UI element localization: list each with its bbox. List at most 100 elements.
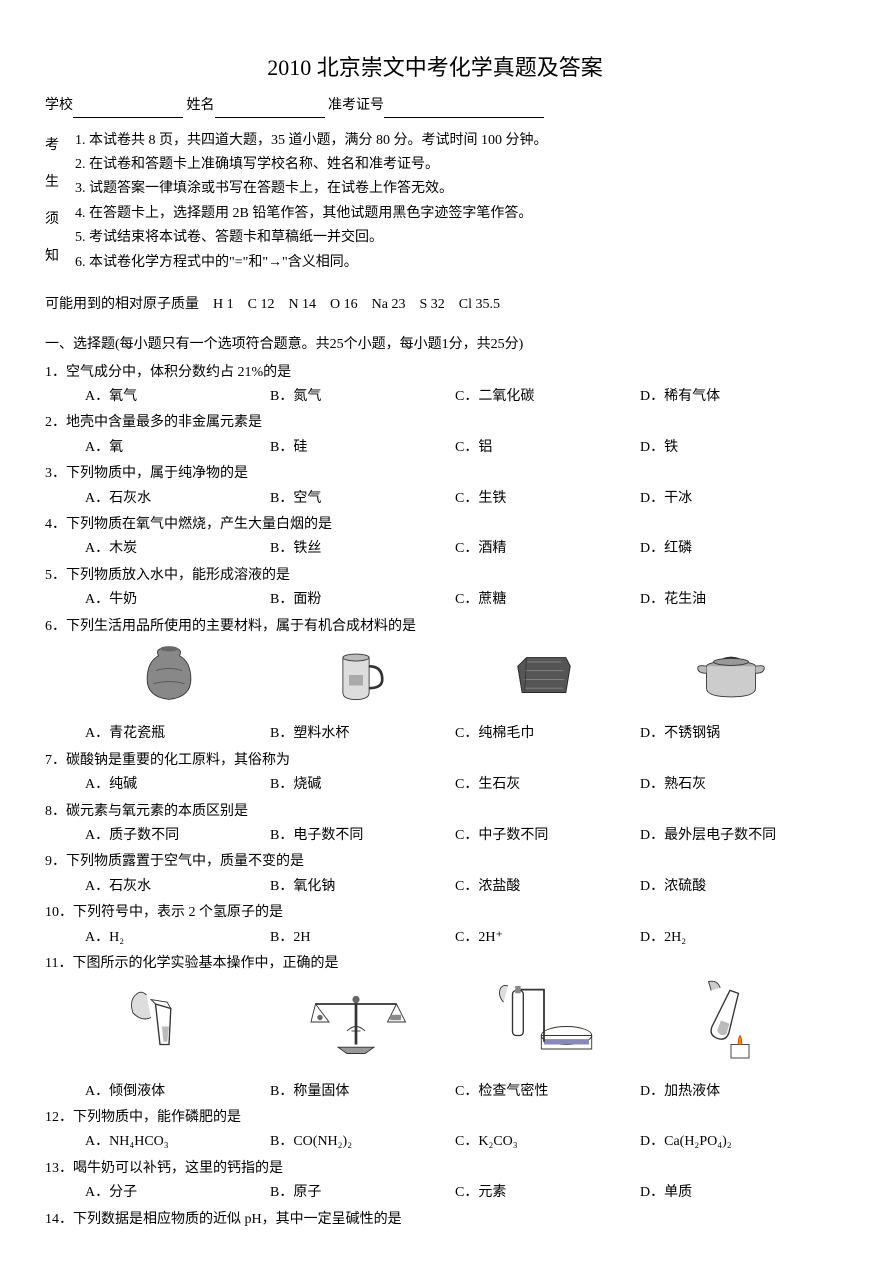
question-12: 12．下列物质中，能作磷肥的是 A．NH₄HCO₃ B．CO(NH₂)₂ C．K…	[45, 1107, 825, 1154]
q4-opt-d: D．红磷	[640, 538, 825, 560]
q1-opt-c: C．二氧化碳	[455, 386, 640, 408]
instruction-item: 2. 在试卷和答题卡上准确填写学校名称、姓名和准考证号。	[75, 154, 825, 176]
q6-opt-d: D．不锈钢锅	[640, 723, 825, 745]
q6-opt-b: B．塑料水杯	[270, 723, 455, 745]
q6-img-cup	[263, 640, 451, 718]
q5-opt-b: B．面粉	[270, 589, 455, 611]
id-blank	[384, 101, 544, 118]
q5-text: 5．下列物质放入水中，能形成溶液的是	[45, 565, 825, 587]
q12-opt-a: A．NH₄HCO₃	[85, 1131, 270, 1153]
towel-icon	[499, 640, 589, 710]
q7-opt-a: A．纯碱	[85, 774, 270, 796]
pot-icon	[686, 640, 776, 710]
q2-opt-d: D．铁	[640, 437, 825, 459]
q8-opt-c: C．中子数不同	[455, 825, 640, 847]
q12-text: 12．下列物质中，能作磷肥的是	[45, 1107, 825, 1129]
q11-opt-c: C．检查气密性	[455, 1081, 640, 1103]
q10-opt-b: B．2H	[270, 927, 455, 949]
vase-icon	[124, 640, 214, 710]
q6-opt-a: A．青花瓷瓶	[85, 723, 270, 745]
instruction-item: 5. 考试结束将本试卷、答题卡和草稿纸一并交回。	[75, 227, 825, 249]
q6-img-towel	[450, 640, 638, 718]
page-title: 2010 北京崇文中考化学真题及答案	[45, 50, 825, 85]
q3-opt-a: A．石灰水	[85, 488, 270, 510]
q9-opt-d: D．浓硫酸	[640, 876, 825, 898]
q11-opt-a: A．倾倒液体	[85, 1081, 270, 1103]
q10-opt-a: A．H₂	[85, 927, 270, 949]
question-9: 9．下列物质露置于空气中，质量不变的是 A．石灰水 B．氧化钠 C．浓盐酸 D．…	[45, 851, 825, 898]
school-blank	[73, 101, 183, 118]
atomic-mass-line: 可能用到的相对原子质量 H 1 C 12 N 14 O 16 Na 23 S 3…	[45, 294, 825, 316]
q4-opt-b: B．铁丝	[270, 538, 455, 560]
cup-icon	[311, 640, 401, 710]
instructions-list: 1. 本试卷共 8 页，共四道大题，35 道小题，满分 80 分。考试时间 10…	[75, 128, 825, 276]
q7-text: 7．碳酸钠是重要的化工原料，其俗称为	[45, 750, 825, 772]
q8-opt-b: B．电子数不同	[270, 825, 455, 847]
q4-opt-c: C．酒精	[455, 538, 640, 560]
airtight-check-icon	[479, 977, 609, 1067]
q8-text: 8．碳元素与氧元素的本质区别是	[45, 801, 825, 823]
q11-opt-b: B．称量固体	[270, 1081, 455, 1103]
question-10: 10．下列符号中，表示 2 个氢原子的是 A．H₂ B．2H C．2H⁺ D．2…	[45, 902, 825, 949]
q1-text: 1．空气成分中，体积分数约占 21%的是	[45, 362, 825, 384]
q11-img-heat	[638, 977, 826, 1075]
q11-img-pour	[75, 977, 263, 1075]
q6-img-pot	[638, 640, 826, 718]
question-7: 7．碳酸钠是重要的化工原料，其俗称为 A．纯碱 B．烧碱 C．生石灰 D．熟石灰	[45, 750, 825, 797]
q5-opt-a: A．牛奶	[85, 589, 270, 611]
q8-opt-d: D．最外层电子数不同	[640, 825, 825, 847]
q11-img-balance	[263, 977, 451, 1075]
balance-icon	[291, 977, 421, 1067]
q1-opt-b: B．氮气	[270, 386, 455, 408]
question-8: 8．碳元素与氧元素的本质区别是 A．质子数不同 B．电子数不同 C．中子数不同 …	[45, 801, 825, 848]
q10-text: 10．下列符号中，表示 2 个氢原子的是	[45, 902, 825, 924]
instruction-item: 1. 本试卷共 8 页，共四道大题，35 道小题，满分 80 分。考试时间 10…	[75, 130, 825, 152]
q13-opt-c: C．元素	[455, 1182, 640, 1204]
question-2: 2．地壳中含量最多的非金属元素是 A．氧 B．硅 C．铝 D．铁	[45, 412, 825, 459]
q7-opt-c: C．生石灰	[455, 774, 640, 796]
q4-text: 4．下列物质在氧气中燃烧，产生大量白烟的是	[45, 514, 825, 536]
q7-opt-b: B．烧碱	[270, 774, 455, 796]
q7-opt-d: D．熟石灰	[640, 774, 825, 796]
q10-opt-d: D．2H₂	[640, 927, 825, 949]
question-13: 13．喝牛奶可以补钙，这里的钙指的是 A．分子 B．原子 C．元素 D．单质	[45, 1158, 825, 1205]
q9-opt-c: C．浓盐酸	[455, 876, 640, 898]
q2-opt-a: A．氧	[85, 437, 270, 459]
instruction-item: 4. 在答题卡上，选择题用 2B 铅笔作答，其他试题用黑色字迹签字笔作答。	[75, 203, 825, 225]
q1-opt-d: D．稀有气体	[640, 386, 825, 408]
q12-opt-b: B．CO(NH₂)₂	[270, 1131, 455, 1153]
header-info: 学校 姓名 准考证号	[45, 95, 825, 117]
q13-text: 13．喝牛奶可以补钙，这里的钙指的是	[45, 1158, 825, 1180]
question-11: 11．下图所示的化学实验基本操作中，正确的是	[45, 953, 825, 1103]
q5-opt-c: C．蔗糖	[455, 589, 640, 611]
school-label: 学校	[45, 98, 73, 113]
q11-img-airtight	[450, 977, 638, 1075]
q13-opt-b: B．原子	[270, 1182, 455, 1204]
pour-liquid-icon	[104, 977, 234, 1067]
name-blank	[215, 101, 325, 118]
q10-opt-c: C．2H⁺	[455, 927, 640, 949]
section-1-title: 一、选择题(每小题只有一个选项符合题意。共25个小题，每小题1分，共25分)	[45, 334, 825, 356]
q8-opt-a: A．质子数不同	[85, 825, 270, 847]
question-5: 5．下列物质放入水中，能形成溶液的是 A．牛奶 B．面粉 C．蔗糖 D．花生油	[45, 565, 825, 612]
q3-opt-b: B．空气	[270, 488, 455, 510]
q13-opt-a: A．分子	[85, 1182, 270, 1204]
instruction-item: 3. 试题答案一律填涂或书写在答题卡上，在试卷上作答无效。	[75, 178, 825, 200]
instructions-block: 考 生 须 知 1. 本试卷共 8 页，共四道大题，35 道小题，满分 80 分…	[45, 128, 825, 276]
question-4: 4．下列物质在氧气中燃烧，产生大量白烟的是 A．木炭 B．铁丝 C．酒精 D．红…	[45, 514, 825, 561]
heat-liquid-icon	[666, 977, 796, 1067]
question-3: 3．下列物质中，属于纯净物的是 A．石灰水 B．空气 C．生铁 D．干冰	[45, 463, 825, 510]
q9-opt-a: A．石灰水	[85, 876, 270, 898]
q12-opt-d: D．Ca(H₂PO₄)₂	[640, 1131, 825, 1153]
q6-img-vase	[75, 640, 263, 718]
q3-opt-d: D．干冰	[640, 488, 825, 510]
q2-text: 2．地壳中含量最多的非金属元素是	[45, 412, 825, 434]
q9-opt-b: B．氧化钠	[270, 876, 455, 898]
q6-opt-c: C．纯棉毛巾	[455, 723, 640, 745]
question-1: 1．空气成分中，体积分数约占 21%的是 A．氧气 B．氮气 C．二氧化碳 D．…	[45, 362, 825, 409]
q12-opt-c: C．K₂CO₃	[455, 1131, 640, 1153]
q5-opt-d: D．花生油	[640, 589, 825, 611]
q4-opt-a: A．木炭	[85, 538, 270, 560]
question-6: 6．下列生活用品所使用的主要材料，属于有机合成材料的是	[45, 616, 825, 746]
q11-text: 11．下图所示的化学实验基本操作中，正确的是	[45, 953, 825, 975]
